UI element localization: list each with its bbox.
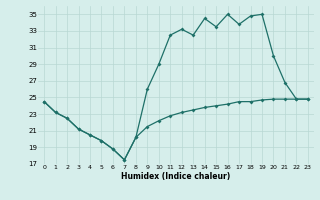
X-axis label: Humidex (Indice chaleur): Humidex (Indice chaleur) [121,172,231,181]
